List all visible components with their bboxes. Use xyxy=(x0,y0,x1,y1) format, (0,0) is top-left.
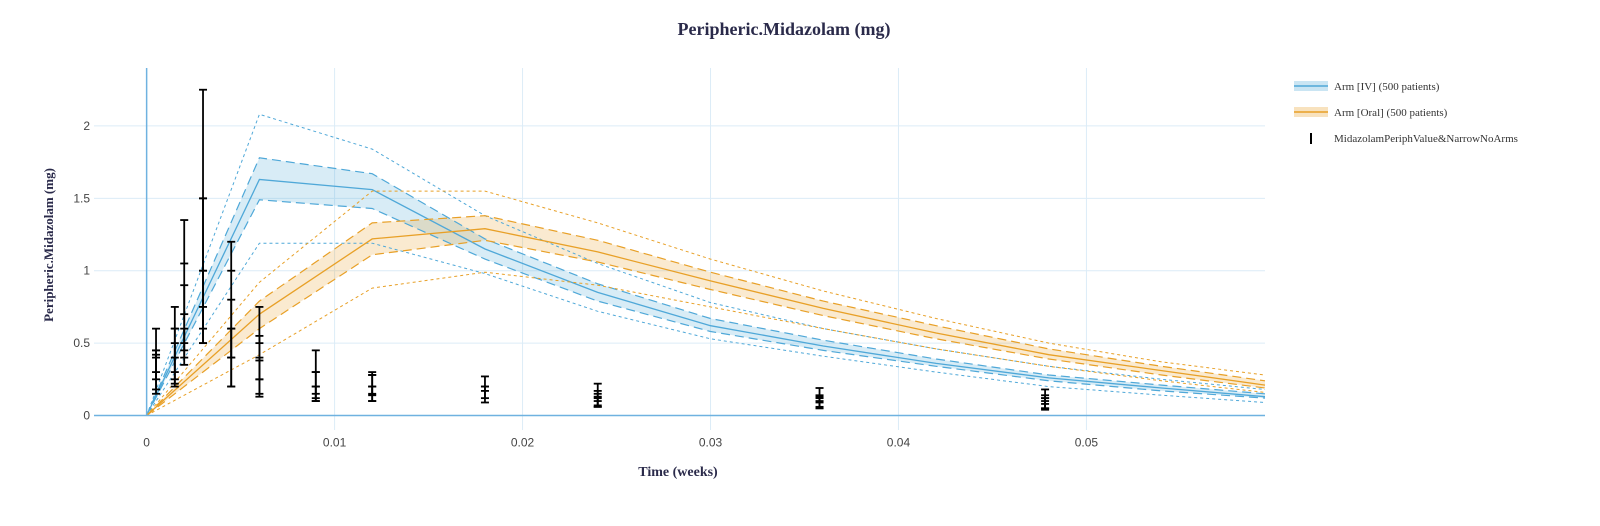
legend-label-oral: Arm [Oral] (500 patients) xyxy=(1334,107,1448,119)
series-lines xyxy=(146,113,1266,416)
observation-point xyxy=(311,385,320,402)
q-high-line-oral xyxy=(146,215,1266,416)
median-line-oral xyxy=(146,228,1266,416)
pi-low-line-oral xyxy=(146,271,1266,416)
observation-point xyxy=(152,353,161,391)
chart-title: Peripheric.Midazolam (mg) xyxy=(678,19,891,40)
q-low-line-iv xyxy=(146,199,1266,416)
x-tick-label: 0.05 xyxy=(1075,435,1099,449)
y-tick-label: 1.5 xyxy=(73,191,90,205)
observation-point xyxy=(199,269,208,345)
y-tick-label: 1 xyxy=(83,264,90,278)
observation-point xyxy=(170,342,179,388)
legend[interactable]: Arm [IV] (500 patients) Arm [Oral] (500 … xyxy=(1294,81,1518,145)
observation-point xyxy=(593,395,602,408)
prediction-bands xyxy=(146,157,1266,416)
y-tick-label: 0 xyxy=(83,409,90,423)
q-high-line-iv xyxy=(146,157,1266,416)
q-low-line-oral xyxy=(146,239,1266,416)
x-axis-label: Time (weeks) xyxy=(638,465,718,480)
legend-item-iv[interactable]: Arm [IV] (500 patients) xyxy=(1294,81,1440,93)
legend-label-observations: MidazolamPeriphValue&NarrowNoArms xyxy=(1334,133,1518,145)
x-tick-label: 0.01 xyxy=(323,435,347,449)
observation-point xyxy=(815,397,824,408)
y-axis-label: Peripheric.Midazolam (mg) xyxy=(41,168,56,322)
band-iv xyxy=(146,157,1266,416)
observations xyxy=(152,88,1050,411)
observation-point xyxy=(227,327,236,388)
observation-point xyxy=(180,327,189,359)
x-tick-label: 0 xyxy=(143,435,150,449)
x-tick-label: 0.02 xyxy=(511,435,535,449)
legend-item-oral[interactable]: Arm [Oral] (500 patients) xyxy=(1294,107,1448,119)
observation-point xyxy=(255,356,264,398)
legend-label-iv: Arm [IV] (500 patients) xyxy=(1334,81,1440,93)
legend-item-observations[interactable]: MidazolamPeriphValue&NarrowNoArms xyxy=(1310,133,1518,145)
observation-point xyxy=(1041,397,1050,410)
median-line-iv xyxy=(146,178,1266,416)
axes: 0 0.5 1 1.5 2 0 0.01 0.02 0.03 0.04 0.05 xyxy=(73,68,1265,449)
pi-high-line-iv xyxy=(146,113,1266,416)
x-tick-label: 0.04 xyxy=(887,435,911,449)
x-tick-label: 0.03 xyxy=(699,435,723,449)
y-tick-label: 0.5 xyxy=(73,336,90,350)
observation-point xyxy=(368,385,377,402)
pi-high-line-oral xyxy=(146,190,1266,416)
observation-point xyxy=(480,385,489,400)
y-tick-label: 2 xyxy=(83,119,90,133)
